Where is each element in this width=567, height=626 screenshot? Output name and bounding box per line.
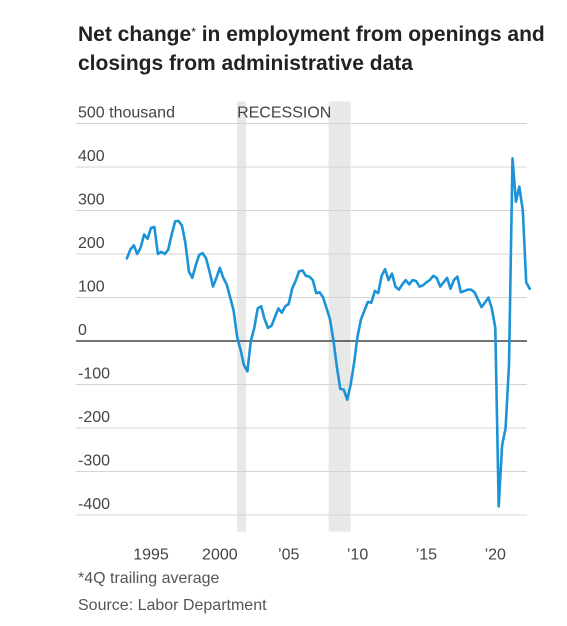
recession-bands: RECESSION <box>237 101 351 532</box>
y-tick-label: 200 <box>78 235 105 252</box>
y-tick-label: -100 <box>78 366 110 383</box>
series-line <box>125 157 531 508</box>
y-tick-label: 100 <box>78 279 105 296</box>
y-tick-label: -300 <box>78 453 110 470</box>
footnote: *4Q trailing average <box>78 570 220 587</box>
chart-title: Net change* in employment from openings … <box>78 20 548 78</box>
chart-title-part-1: Net change <box>78 23 192 46</box>
footnote-marker: * <box>191 25 196 39</box>
y-tick-label: -400 <box>78 496 110 513</box>
y-tick-label: -200 <box>78 409 110 426</box>
series-layer <box>125 157 531 508</box>
y-tick-label: 300 <box>78 192 105 209</box>
chart-title-part-2: in employment from openings and closings… <box>78 23 545 75</box>
recession-band <box>237 101 247 532</box>
recession-label: RECESSION <box>237 105 331 122</box>
x-axis-tick-labels: 1995 2000 ’05 ’10 ’15 ’20 <box>133 547 506 564</box>
x-tick-label: ’15 <box>416 547 437 564</box>
y-tick-label: 400 <box>78 148 105 165</box>
x-tick-label: 1995 <box>133 547 169 564</box>
y-tick-label: 0 <box>78 322 87 339</box>
recession-band <box>328 101 351 532</box>
gridlines <box>76 123 527 516</box>
x-tick-label: ’20 <box>485 547 506 564</box>
source-note: Source: Labor Department <box>78 597 267 614</box>
y-axis-tick-labels: 500 thousand 400 300 200 100 0 -100 -200 -300 -40… <box>78 105 175 514</box>
x-tick-label: 2000 <box>202 547 238 564</box>
x-tick-label: ’10 <box>347 547 368 564</box>
y-tick-label: 500 thousand <box>78 105 175 122</box>
x-tick-label: ’05 <box>278 547 299 564</box>
